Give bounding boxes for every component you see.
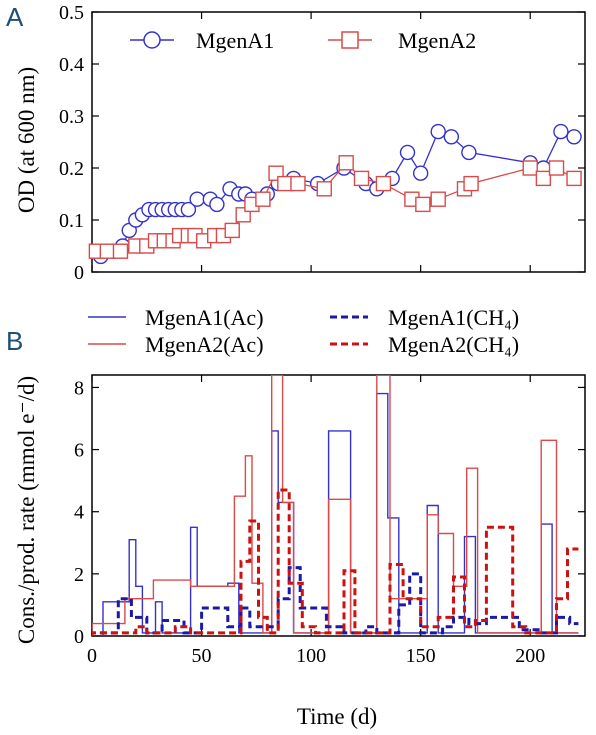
point-mgena1 [189,191,205,207]
point-mgena2 [430,191,446,207]
panel-b-ytick-label: 6 [74,440,84,462]
point-mgena1 [180,201,197,218]
point-mgena1 [209,196,225,213]
panel-b-ytick-label: 4 [74,502,84,524]
series-mgena1-ch-step [92,566,579,636]
legend-mgena1-marker [143,31,161,49]
panel-a-ytick-label: 0.1 [59,210,84,232]
series-mgena1-ac-step [102,392,579,636]
point-mgena2 [99,243,116,259]
legend-mgena2-ac-label: MgenA2(Ac) [145,332,264,357]
panel-b-ytick-label: 0 [74,626,84,648]
panel-b-xlabel: Time (d) [297,704,377,729]
panel-b-frame [91,374,586,637]
panel-a-legend: MgenA1 MgenA2 [130,28,476,53]
series-mgena2-ac-step [92,375,579,636]
point-mgena2 [112,243,129,259]
panel-b-letter: B [6,326,23,356]
point-mgena2 [535,170,552,187]
legend-mgena2-ch4-label: MgenA2(CH₄) [388,332,519,357]
panel-b: B MgenA1(Ac) MgenA2(Ac) MgenA1(CH₄) Mgen… [6,305,586,729]
panel-b-xtick-label: 100 [296,645,326,667]
point-mgena2 [566,170,582,187]
legend-mgena1-ac-label: MgenA1(Ac) [145,305,264,330]
panel-a-letter: A [6,2,24,32]
panel-b-ytick-label: 8 [74,377,84,399]
point-mgena2 [290,175,306,192]
point-mgena1 [412,165,429,181]
point-mgena2 [415,196,431,213]
point-mgena2 [224,222,240,239]
point-mgena1 [430,123,446,140]
panel-b-xtick-label: 50 [192,645,212,667]
point-mgena1 [553,123,569,140]
legend-mgena1-label: MgenA1 [196,28,274,53]
legend-mgena2-marker [341,31,359,49]
panel-a: A 0 0.1 0.2 0.3 0.4 0.5 OD (at 600 nm) MgenA1… [6,2,586,284]
panel-a-ytick-label: 0.3 [59,106,84,128]
panel-b-legend: MgenA1(Ac) MgenA2(Ac) MgenA1(CH₄) MgenA2… [88,305,519,357]
panel-a-ylabel: OD (at 600 nm) [14,67,39,213]
point-mgena1 [461,144,477,161]
point-mgena2 [548,160,565,176]
point-mgena2 [522,160,538,176]
panel-a-ytick-label: 0.5 [59,2,84,24]
point-mgena2 [255,191,271,207]
panel-a-frame [91,11,586,273]
panel-a-ytick-label: 0.4 [59,54,84,76]
point-mgena2 [277,175,293,192]
panel-a-ytick-label: 0.2 [59,158,84,180]
panel-b-plot: 0 2 4 6 8 0 50 100 150 200 [74,374,586,667]
point-mgena1 [399,144,416,161]
panel-b-series-group [92,375,579,636]
panel-b-ylabel: Cons./prod. rate (mmol e⁻/d) [14,376,39,644]
legend-mgena2-label: MgenA2 [398,28,476,53]
point-mgena2 [353,170,370,187]
legend-mgena1-ch4-label: MgenA1(CH₄) [388,305,519,330]
point-mgena2 [338,155,354,171]
series-mgena2-ch-step [92,488,579,636]
panel-a-plot: 0 0.1 0.2 0.3 0.4 0.5 [59,2,586,284]
panel-b-xtick-label: 150 [406,645,436,667]
point-mgena1 [566,129,582,145]
point-mgena1 [443,129,460,145]
panel-b-xtick-label: 200 [515,645,545,667]
point-mgena2 [375,175,392,192]
panel-a-ytick-label: 0 [74,262,84,284]
point-mgena2 [463,175,479,192]
panel-b-xtick-label: 0 [87,645,97,667]
point-mgena2 [316,181,332,197]
panel-b-ytick-label: 2 [74,564,84,586]
